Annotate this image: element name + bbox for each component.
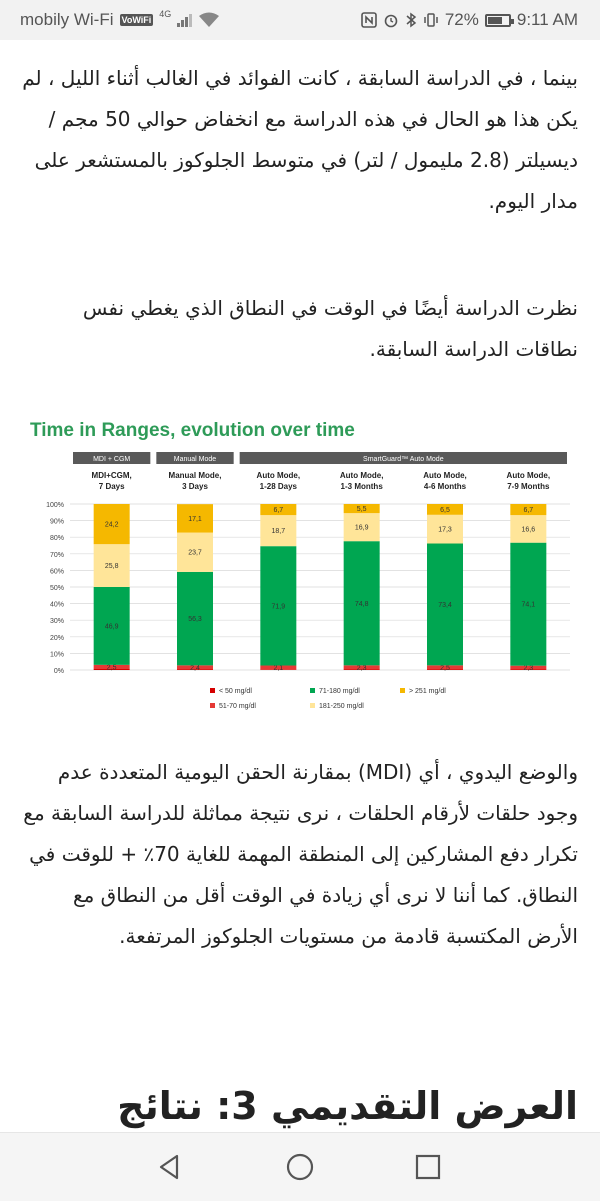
category-label: Manual Mode, (169, 471, 222, 480)
y-tick-label: 20% (50, 635, 64, 642)
data-label: 73,4 (438, 602, 452, 609)
data-label: 16,6 (522, 526, 536, 533)
data-label: 17,3 (438, 527, 452, 534)
article-paragraph-3: والوضع اليدوي ، أي (MDI) بمقارنة الحقن ا… (22, 752, 578, 957)
vowifi-badge: VoWiFi (120, 14, 154, 26)
legend-label: 71-180 mg/dl (319, 688, 360, 695)
chart-title: Time in Ranges, evolution over time (30, 420, 355, 441)
legend-label: 181-250 mg/dl (319, 703, 364, 710)
battery-icon (485, 14, 511, 27)
data-label: 24,2 (105, 522, 119, 529)
y-tick-label: 40% (50, 602, 64, 609)
y-tick-label: 70% (50, 552, 64, 559)
bluetooth-icon (405, 12, 417, 28)
category-label: Auto Mode, (340, 471, 384, 480)
category-label: 7-9 Months (507, 482, 550, 491)
network-type-label: 4G (159, 9, 171, 19)
category-label: Auto Mode, (423, 471, 467, 480)
data-label: 71,9 (272, 603, 286, 610)
group-header-label: Manual Mode (174, 456, 217, 463)
wifi-icon (198, 12, 220, 28)
data-label: 2,5 (107, 664, 117, 671)
data-label: 6,7 (273, 507, 283, 514)
data-label: 25,8 (105, 563, 119, 570)
y-tick-label: 0% (54, 668, 64, 675)
data-label: 46,9 (105, 623, 119, 630)
data-label: 2,1 (273, 665, 283, 672)
group-header-label: SmartGuard™ Auto Mode (363, 456, 444, 463)
legend-swatch (210, 688, 215, 693)
section-heading: العرض التقديمي 3: نتائج (22, 1076, 578, 1130)
legend-swatch (310, 703, 315, 708)
data-label: 16,9 (355, 525, 369, 532)
signal-icon (177, 13, 192, 27)
y-tick-label: 100% (46, 502, 64, 509)
status-bar: mobily Wi-Fi VoWiFi 4G 72% 9:11 AM (0, 0, 600, 40)
status-left: mobily Wi-Fi VoWiFi 4G (20, 10, 220, 30)
vibrate-icon (423, 12, 439, 28)
carrier-label: mobily Wi-Fi (20, 10, 114, 30)
category-label: 4-6 Months (424, 482, 467, 491)
nfc-icon (361, 12, 377, 28)
data-label: 6,7 (523, 507, 533, 514)
category-label: Auto Mode, (257, 471, 301, 480)
home-icon[interactable] (282, 1149, 318, 1185)
article-paragraph-2: نظرت الدراسة أيضًا في الوقت في النطاق ال… (22, 288, 578, 370)
data-label: 2,5 (440, 665, 450, 672)
y-tick-label: 80% (50, 535, 64, 542)
category-label: 1-3 Months (341, 482, 384, 491)
category-label: 7 Days (99, 482, 125, 491)
time-in-ranges-chart: Time in Ranges, evolution over time MDI +… (20, 408, 580, 718)
y-tick-label: 10% (50, 651, 64, 658)
battery-percentage: 72% (445, 10, 479, 30)
legend-swatch (400, 688, 405, 693)
data-label: 74,1 (522, 602, 536, 609)
legend-label: > 251 mg/dl (409, 688, 446, 695)
data-label: 6,5 (440, 507, 450, 514)
category-label: 1-28 Days (260, 482, 298, 491)
category-label: Auto Mode, (507, 471, 551, 480)
y-tick-label: 90% (50, 519, 64, 526)
data-label: 17,1 (188, 516, 202, 523)
article-content: بينما ، في الدراسة السابقة ، كانت الفوائ… (0, 40, 600, 1130)
data-label: 74,8 (355, 601, 369, 608)
back-icon[interactable] (152, 1149, 188, 1185)
legend-label: < 50 mg/dl (219, 688, 252, 695)
data-label: 2,4 (190, 665, 200, 672)
alarm-icon (383, 12, 399, 28)
legend-swatch (310, 688, 315, 693)
chart-svg: Time in Ranges, evolution over time MDI +… (20, 408, 580, 718)
data-label: 2,3 (523, 665, 533, 672)
category-label: 3 Days (182, 482, 208, 491)
data-label: 23,7 (188, 550, 202, 557)
system-navigation-bar (0, 1132, 600, 1201)
article-paragraph-1: بينما ، في الدراسة السابقة ، كانت الفوائ… (22, 58, 578, 222)
status-right: 72% 9:11 AM (361, 10, 578, 30)
category-label: MDI+CGM, (92, 471, 132, 480)
legend-swatch (210, 703, 215, 708)
recents-icon[interactable] (410, 1149, 446, 1185)
data-label: 18,7 (272, 528, 286, 535)
data-label: 5,5 (357, 506, 367, 513)
data-label: 2,3 (357, 665, 367, 672)
group-header-label: MDI + CGM (93, 456, 130, 463)
y-tick-label: 60% (50, 568, 64, 575)
y-tick-label: 50% (50, 585, 64, 592)
legend-label: 51-70 mg/dl (219, 703, 256, 710)
y-tick-label: 30% (50, 618, 64, 625)
clock: 9:11 AM (517, 10, 578, 30)
data-label: 56,3 (188, 616, 202, 623)
